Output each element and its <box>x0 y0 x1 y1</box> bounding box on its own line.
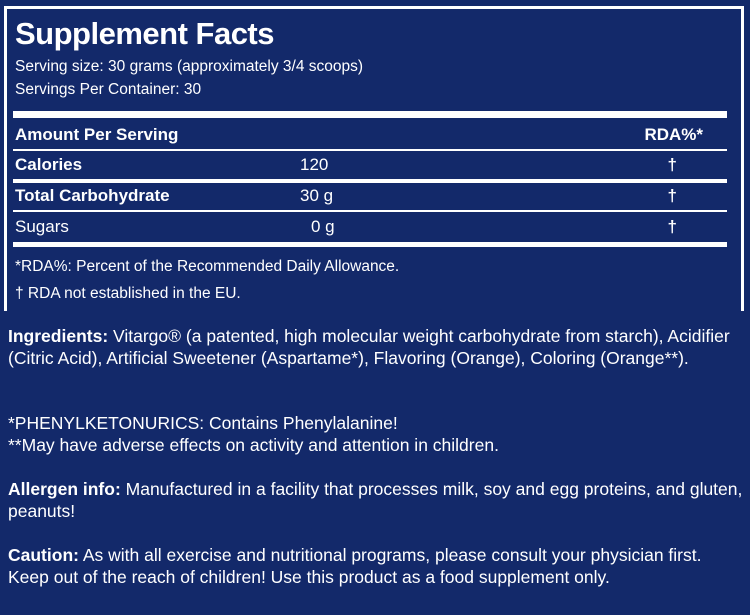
allergen-label: Allergen info: <box>8 479 121 499</box>
panel-title: Supplement Facts <box>15 16 275 51</box>
thick-divider <box>13 242 727 247</box>
allergen-text: Manufactured in a facility that processe… <box>8 479 743 521</box>
phenylketonurics-warning: *PHENYLKETONURICS: Contains Phenylalanin… <box>8 413 398 433</box>
nutrient-rda: † <box>667 217 677 236</box>
divider <box>13 179 727 183</box>
children-warning: **May have adverse effects on activity a… <box>8 435 499 455</box>
header-amount-per-serving: Amount Per Serving <box>15 125 179 144</box>
nutrient-amount: 30 g <box>300 186 334 205</box>
header-rda: RDA%* <box>644 125 703 144</box>
nutrient-label: Calories <box>15 155 83 174</box>
caution-label: Caution: <box>8 545 79 565</box>
serving-size: Serving size: 30 grams (approximately 3/… <box>15 58 364 75</box>
footnote-rda: *RDA%: Percent of the Recommended Daily … <box>15 258 400 275</box>
nutrient-amount: 120 <box>300 155 329 174</box>
ingredients: Ingredients: Vitargo® (a patented, high … <box>8 325 744 369</box>
ingredients-label: Ingredients: <box>8 326 109 346</box>
divider <box>13 210 727 212</box>
caution-text: As with all exercise and nutritional pro… <box>8 545 702 587</box>
supplement-facts-panel <box>4 6 744 311</box>
allergen-info: Allergen info: Manufactured in a facilit… <box>8 478 744 522</box>
servings-per-container: Servings Per Container: 30 <box>15 81 202 98</box>
nutrient-amount: 0 g <box>311 217 335 236</box>
nutrient-label: Sugars <box>15 217 69 236</box>
caution: Caution: As with all exercise and nutrit… <box>8 544 744 588</box>
nutrient-rda: † <box>667 186 677 205</box>
nutrient-label: Total Carbohydrate <box>15 186 170 205</box>
thick-divider <box>13 111 727 118</box>
nutrient-rda: † <box>667 155 677 174</box>
footnote-dagger: † RDA not established in the EU. <box>15 285 241 302</box>
ingredients-text: Vitargo® (a patented, high molecular wei… <box>8 326 730 368</box>
divider <box>13 149 727 151</box>
